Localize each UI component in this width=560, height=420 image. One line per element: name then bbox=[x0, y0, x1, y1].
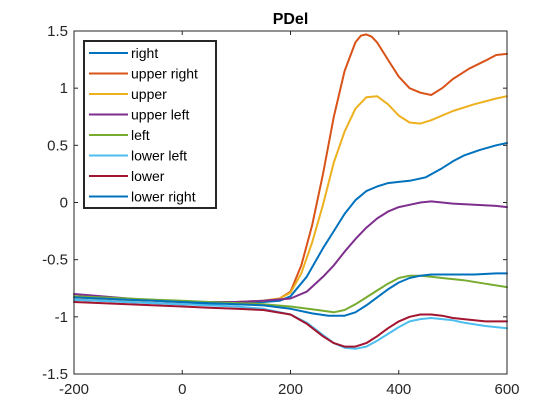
y-tick-label: -0.5 bbox=[42, 252, 68, 269]
x-tick-label: 0 bbox=[178, 381, 186, 398]
series-line-5 bbox=[73, 298, 508, 350]
legend-label-2: upper bbox=[131, 86, 167, 102]
legend: right upper right upper upper left left lower… bbox=[83, 40, 217, 209]
legend-label-1: upper right bbox=[131, 66, 198, 82]
series-line-6 bbox=[73, 301, 508, 348]
y-tick-label: 0.5 bbox=[47, 137, 68, 154]
x-tick-label: -200 bbox=[59, 381, 89, 398]
legend-label-0: right bbox=[131, 45, 158, 61]
x-tick-label: 200 bbox=[278, 381, 303, 398]
legend-label-6: lower bbox=[131, 168, 165, 184]
legend-box bbox=[83, 40, 217, 209]
legend-label-4: left bbox=[131, 127, 150, 143]
series-line-4 bbox=[73, 274, 508, 314]
y-tick-label: 1.5 bbox=[47, 23, 68, 40]
y-tick-label: -1 bbox=[55, 309, 68, 326]
y-tick-label: -1.5 bbox=[42, 366, 68, 383]
legend-label-3: upper left bbox=[131, 107, 189, 123]
legend-label-5: lower left bbox=[131, 148, 187, 164]
series-line-7 bbox=[73, 272, 508, 317]
x-tick-label: 400 bbox=[386, 381, 411, 398]
legend-label-7: lower right bbox=[131, 189, 196, 205]
tick-layer: -200 0 200 400 600 1.5 1 0.5 0 -0.5 -1 -1.5 bbox=[42, 23, 519, 398]
chart-title: PDel bbox=[273, 11, 309, 28]
y-tick-label: 1 bbox=[60, 80, 68, 97]
x-tick-label: 600 bbox=[494, 381, 519, 398]
series-layer bbox=[73, 33, 508, 350]
y-tick-label: 0 bbox=[60, 195, 68, 212]
